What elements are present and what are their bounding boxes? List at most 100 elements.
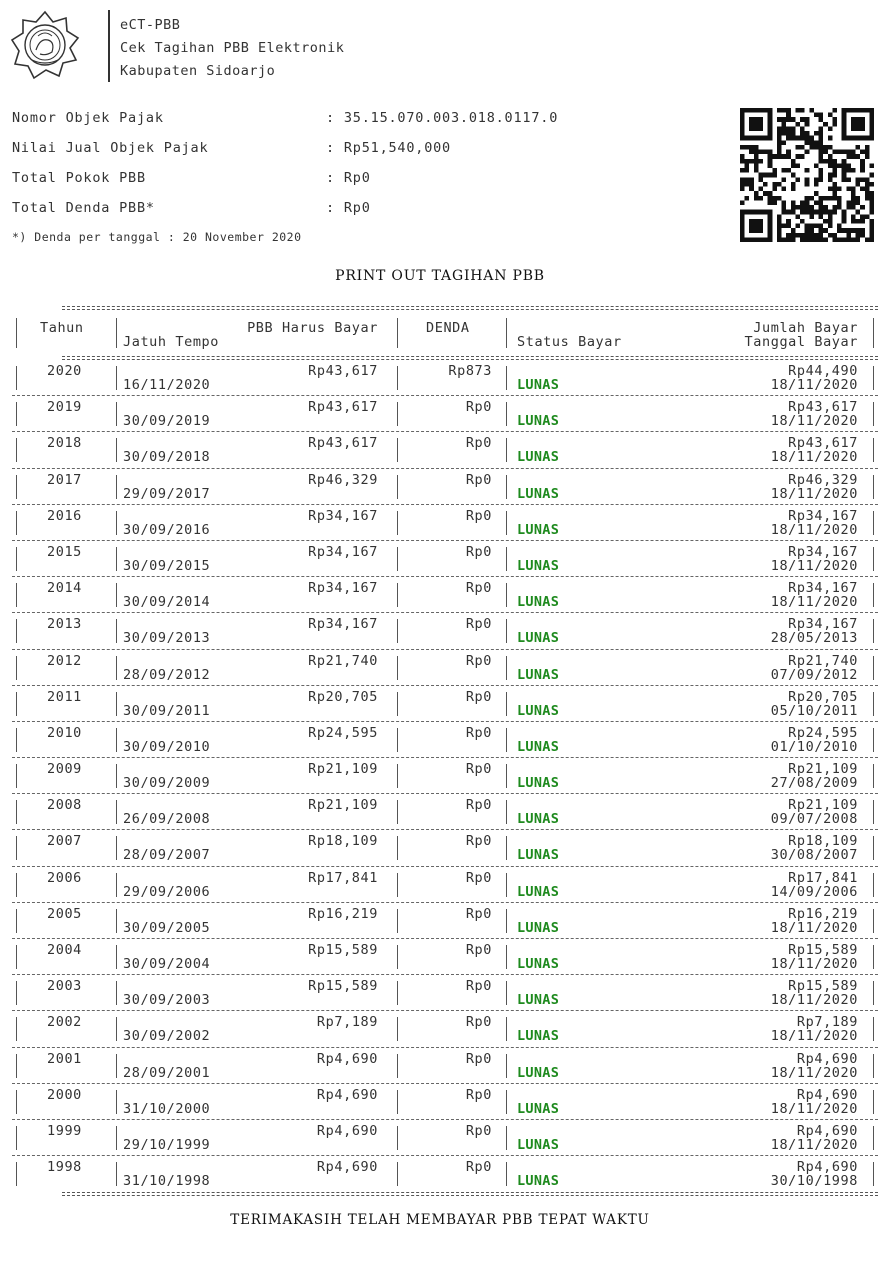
cell-status: LUNAS: [517, 1173, 560, 1190]
cell-status: LUNAS: [517, 630, 560, 647]
cell-jatuh-tempo: 30/09/2016: [123, 521, 211, 538]
cell-jumlah: Rp4,690: [796, 1050, 858, 1067]
table-row: 1999 Rp4,690 29/10/1999 Rp0 LUNAS Rp4,690 18/1…: [12, 1120, 878, 1157]
app-name: eCT-PBB: [120, 17, 181, 33]
cell-tahun: 2005: [47, 905, 82, 922]
info-value: : Rp0: [326, 200, 371, 216]
col-header-status: Status Bayar: [517, 334, 622, 350]
cell-tahun: 2002: [47, 1014, 82, 1031]
info-label: Nilai Jual Objek Pajak: [12, 140, 209, 156]
cell-pbb: Rp16,219: [308, 905, 378, 922]
cell-pbb: Rp4,690: [316, 1050, 378, 1067]
table-row: 2000 Rp4,690 31/10/2000 Rp0 LUNAS Rp4,690 18/1…: [12, 1084, 878, 1120]
cell-denda: Rp873: [448, 363, 492, 379]
cell-pbb: Rp21,109: [308, 797, 378, 814]
cell-jumlah: Rp16,219: [788, 905, 858, 922]
cell-tanggal: 18/11/2020: [770, 956, 858, 972]
cell-tanggal: 30/10/1998: [770, 1173, 858, 1190]
table-row: 2018 Rp43,617 30/09/2018 Rp0 LUNAS Rp43,617 18…: [12, 432, 878, 469]
cell-pbb: Rp15,589: [308, 978, 378, 995]
cell-denda: Rp0: [465, 761, 492, 778]
table-row: 2007 Rp18,109 28/09/2007 Rp0 LUNAS Rp18,109 30…: [12, 830, 878, 867]
cell-jatuh-tempo: 30/09/2013: [123, 630, 211, 647]
cell-denda: Rp0: [465, 1050, 492, 1067]
table-row: 2009 Rp21,109 30/09/2009 Rp0 LUNAS Rp21,109 27…: [12, 758, 878, 795]
cell-pbb: Rp46,329: [308, 471, 378, 488]
cell-tanggal: 07/09/2012: [770, 666, 858, 683]
cell-tanggal: 18/11/2020: [770, 1136, 858, 1153]
cell-jumlah: Rp4,690: [796, 1086, 858, 1103]
table-row: 2011 Rp20,705 30/09/2011 Rp0 LUNAS Rp20,705 05…: [12, 686, 878, 722]
info-label: Total Pokok PBB: [12, 170, 146, 186]
cell-tahun: 2009: [47, 761, 82, 778]
cell-jatuh-tempo: 30/09/2004: [123, 956, 211, 972]
cell-jumlah: Rp44,490: [788, 363, 858, 379]
cell-tahun: 2008: [47, 797, 82, 814]
cell-tahun: 2020: [47, 363, 82, 379]
table-row: 2003 Rp15,589 30/09/2003 Rp0 LUNAS Rp15,589 18…: [12, 975, 878, 1012]
cell-jumlah: Rp24,595: [788, 724, 858, 741]
cell-pbb: Rp21,109: [308, 761, 378, 778]
cell-status: LUNAS: [517, 521, 560, 538]
cell-jumlah: Rp7,189: [796, 1014, 858, 1031]
cell-jatuh-tempo: 30/09/2015: [123, 557, 211, 574]
cell-pbb: Rp34,167: [308, 507, 378, 524]
cell-tahun: 2013: [47, 616, 82, 633]
cell-jatuh-tempo: 30/09/2018: [123, 449, 211, 466]
cell-pbb: Rp15,589: [308, 942, 378, 958]
cell-tanggal: 28/05/2013: [770, 630, 858, 647]
cell-tahun: 2019: [47, 399, 82, 416]
cell-jatuh-tempo: 26/09/2008: [123, 811, 211, 828]
cell-tanggal: 18/11/2020: [770, 919, 858, 936]
cell-pbb: Rp4,690: [316, 1086, 378, 1103]
cell-pbb: Rp18,109: [308, 833, 378, 850]
cell-pbb: Rp20,705: [308, 688, 378, 705]
cell-denda: Rp0: [465, 905, 492, 922]
cell-pbb: Rp43,617: [308, 399, 378, 416]
cell-status: LUNAS: [517, 557, 560, 574]
cell-status: LUNAS: [517, 1028, 560, 1045]
table-row: 2010 Rp24,595 30/09/2010 Rp0 LUNAS Rp24,595 01…: [12, 722, 878, 759]
cell-denda: Rp0: [465, 942, 492, 958]
cell-denda: Rp0: [465, 978, 492, 995]
cell-status: LUNAS: [517, 413, 560, 430]
cell-status: LUNAS: [517, 1100, 560, 1117]
cell-tahun: 2004: [47, 942, 82, 958]
cell-jatuh-tempo: 28/09/2001: [123, 1064, 211, 1081]
cell-jumlah: Rp17,841: [788, 869, 858, 886]
qr-code: [740, 108, 874, 242]
cell-status: LUNAS: [517, 702, 560, 719]
cell-jumlah: Rp21,109: [788, 761, 858, 778]
cell-tanggal: 30/08/2007: [770, 847, 858, 864]
cell-jatuh-tempo: 30/09/2014: [123, 594, 211, 611]
cell-tanggal: 18/11/2020: [770, 1028, 858, 1045]
col-header-pbb: PBB Harus Bayar: [247, 320, 378, 336]
cell-tahun: 2000: [47, 1086, 82, 1103]
cell-jumlah: Rp34,167: [788, 580, 858, 597]
bill-table: Tahun PBB Harus Bayar Jatuh Tempo DENDA …: [12, 306, 878, 1197]
table-body: 2020 Rp43,617 16/11/2020 Rp873 LUNAS Rp44,490…: [12, 360, 878, 1192]
cell-jumlah: Rp15,589: [788, 942, 858, 958]
cell-tahun: 2011: [47, 688, 82, 705]
cell-denda: Rp0: [465, 616, 492, 633]
penalty-note: *) Denda per tanggal : 20 November 2020: [12, 230, 302, 244]
cell-jatuh-tempo: 29/10/1999: [123, 1136, 211, 1153]
cell-jatuh-tempo: 30/09/2002: [123, 1028, 211, 1045]
cell-tahun: 2018: [47, 435, 82, 452]
cell-jumlah: Rp34,167: [788, 616, 858, 633]
cell-status: LUNAS: [517, 883, 560, 900]
cell-status: LUNAS: [517, 919, 560, 936]
table-row: 2004 Rp15,589 30/09/2004 Rp0 LUNAS Rp15,589 18…: [12, 939, 878, 976]
cell-pbb: Rp34,167: [308, 616, 378, 633]
cell-pbb: Rp4,690: [316, 1122, 378, 1139]
table-row: 2008 Rp21,109 26/09/2008 Rp0 LUNAS Rp21,109 09…: [12, 794, 878, 831]
cell-denda: Rp0: [465, 869, 492, 886]
cell-denda: Rp0: [465, 399, 492, 416]
col-header-tanggal: Tanggal Bayar: [744, 334, 858, 350]
cell-jatuh-tempo: 30/09/2011: [123, 702, 211, 719]
cell-jatuh-tempo: 31/10/1998: [123, 1173, 211, 1190]
cell-denda: Rp0: [465, 1086, 492, 1103]
cell-status: LUNAS: [517, 594, 560, 611]
cell-tanggal: 27/08/2009: [770, 775, 858, 792]
cell-tahun: 1998: [47, 1159, 82, 1176]
